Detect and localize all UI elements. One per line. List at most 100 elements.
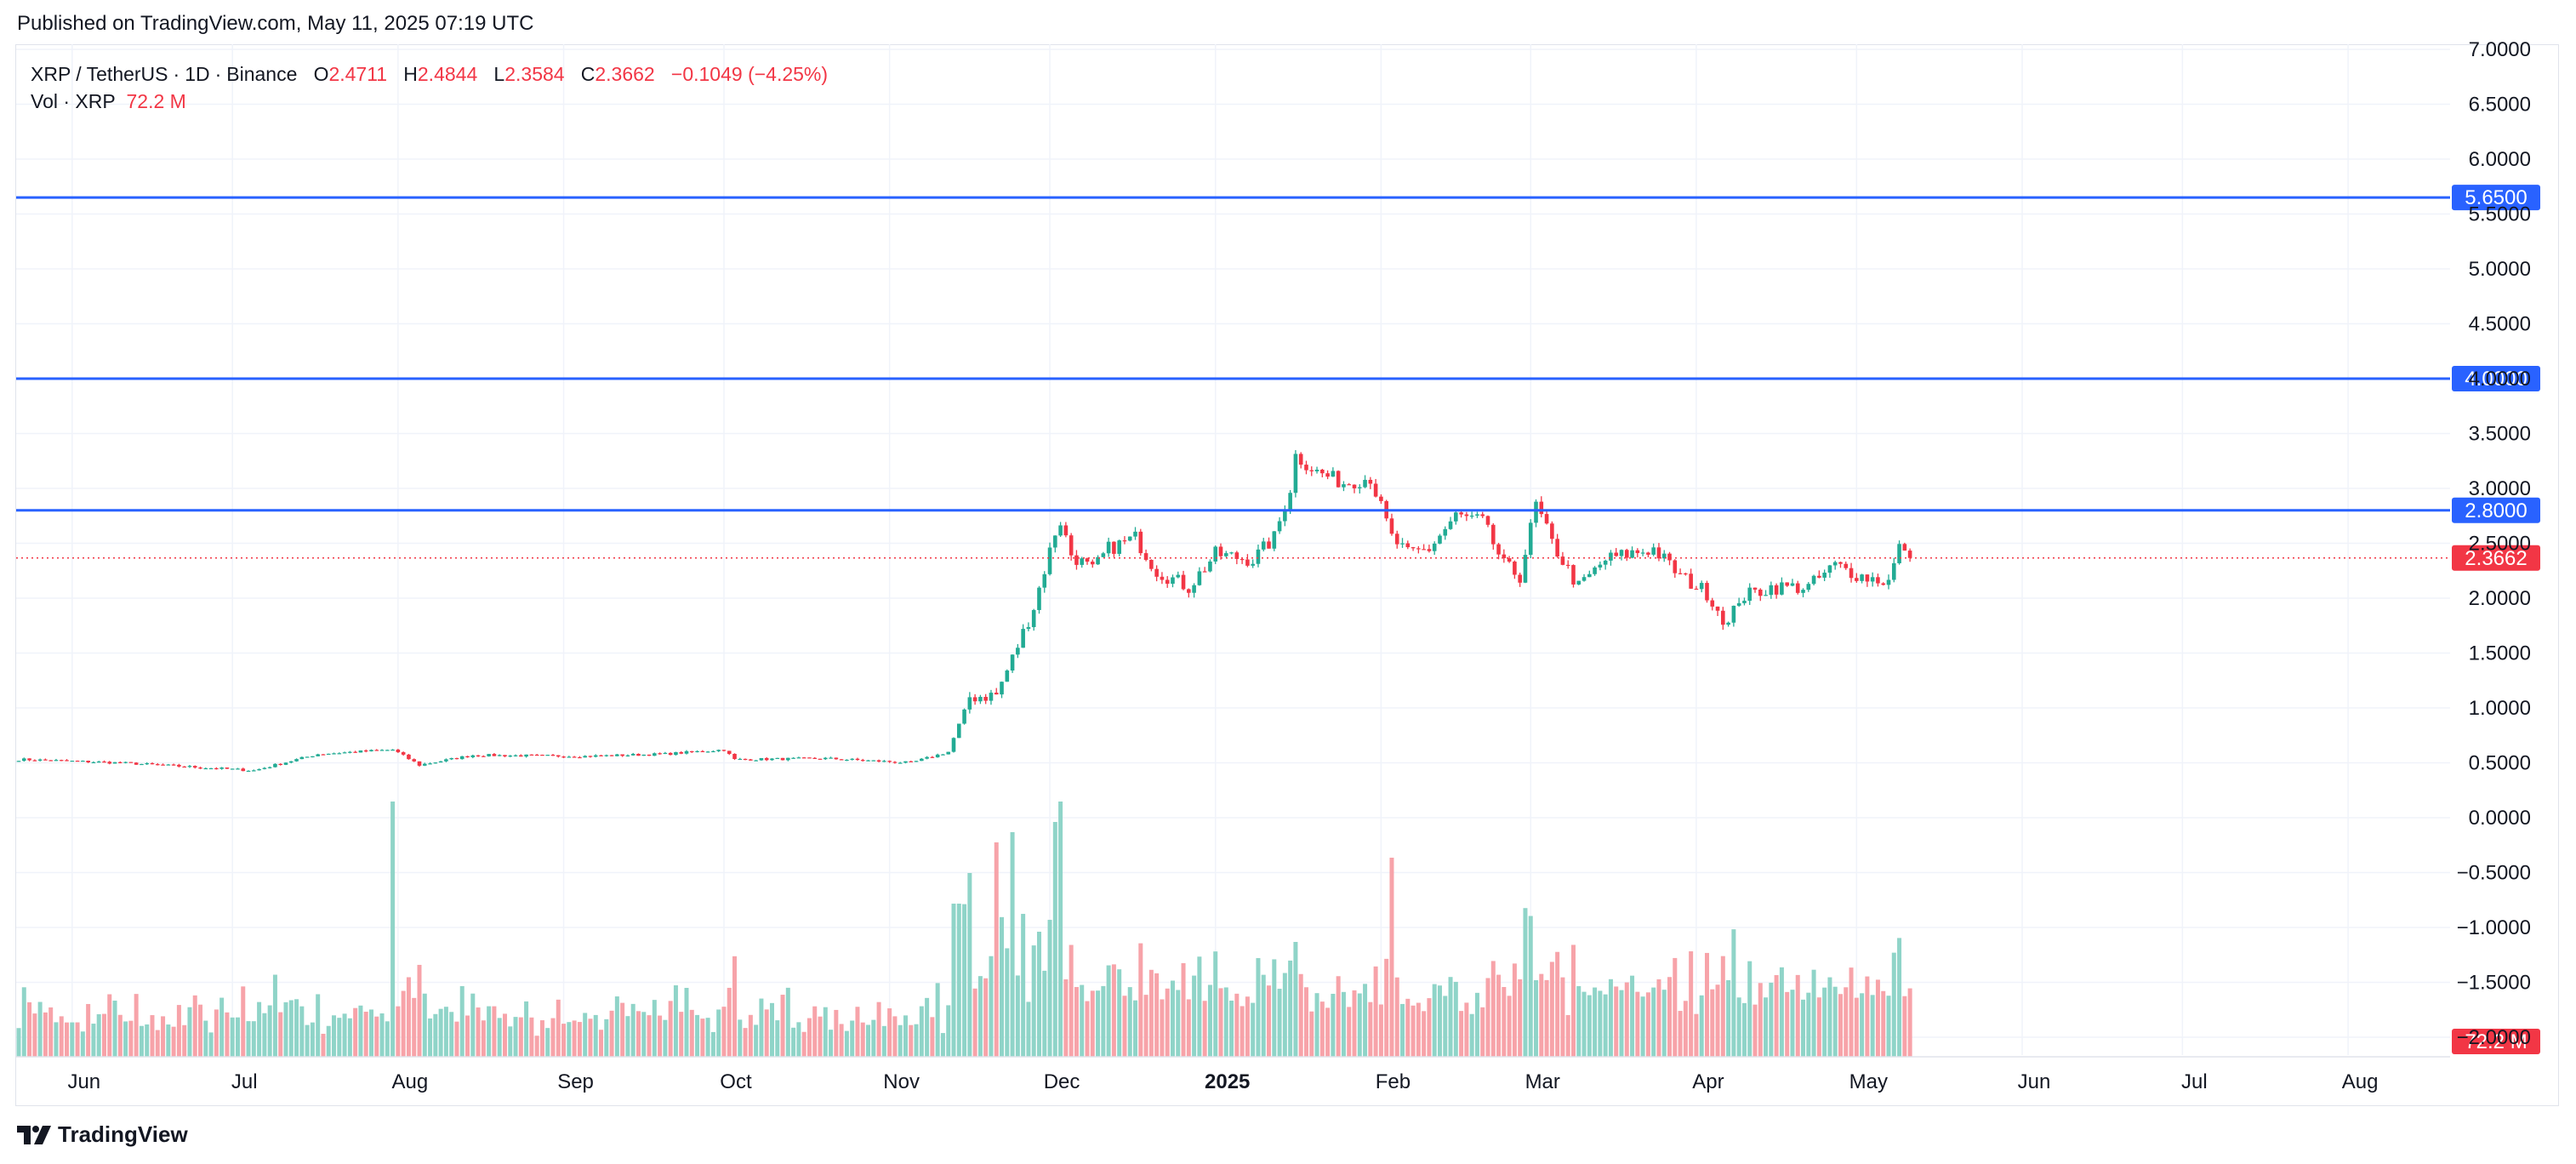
volume-bar (406, 977, 411, 1057)
volume-bar (1838, 994, 1843, 1057)
candle-body (620, 754, 624, 756)
candle-body (583, 756, 587, 758)
candle-body (647, 754, 652, 756)
volume-bar (1816, 997, 1821, 1057)
volume-bar (230, 1017, 235, 1057)
candle-body (1475, 514, 1479, 516)
candle-body (920, 758, 924, 762)
candle-body (764, 757, 769, 761)
volume-bar (956, 904, 961, 1057)
volume-bar (892, 1016, 898, 1057)
volume-bar (1170, 980, 1175, 1057)
volume-bar (1485, 978, 1490, 1057)
candle-body (267, 767, 272, 768)
candle-body (1405, 543, 1411, 548)
candle-body (1560, 556, 1565, 565)
volume-bar (251, 1021, 256, 1057)
candle-body (417, 761, 422, 766)
x-tick-label: Feb (1376, 1070, 1411, 1093)
volume-bar (155, 1030, 160, 1057)
tradingview-logo[interactable]: TradingView (17, 1121, 188, 1148)
volume-bar (1036, 932, 1041, 1057)
volume-bar (337, 1018, 342, 1057)
candle-body (1171, 577, 1175, 585)
volume-bar (422, 993, 427, 1057)
candle-body (604, 755, 609, 756)
volume-bar (1512, 963, 1517, 1057)
volume-bar (139, 1025, 144, 1057)
candle-body (663, 752, 668, 755)
candle-body (903, 761, 908, 763)
candle-body (1422, 549, 1426, 551)
volume-bar (32, 1013, 37, 1057)
candle-body (1021, 629, 1025, 648)
candle-body (1053, 535, 1057, 548)
candle-body (1705, 583, 1709, 601)
volume-bar (385, 1021, 390, 1057)
candle-body (305, 756, 310, 758)
candle-body (989, 693, 994, 701)
volume-bar (70, 1022, 75, 1057)
volume-bar (1303, 987, 1308, 1057)
volume-bar (235, 1017, 240, 1057)
volume-bar (577, 1022, 582, 1057)
candle-body (1902, 544, 1907, 551)
candle-body (236, 768, 240, 770)
volume-bar (1186, 999, 1191, 1057)
candle-body (257, 768, 261, 771)
candle-body (459, 756, 464, 760)
volume-bar (1667, 977, 1673, 1057)
volume-bar (983, 978, 989, 1057)
volume-bar (567, 1022, 572, 1057)
volume-bar (1608, 979, 1613, 1057)
candle-body (198, 767, 202, 769)
candle-body (1368, 479, 1373, 484)
volume-bar (1197, 956, 1202, 1057)
chart-frame[interactable] (15, 44, 2559, 1106)
volume-bar (1160, 999, 1165, 1057)
candle-body (1661, 553, 1667, 559)
volume-bar (443, 1007, 448, 1057)
volume-bar (1865, 976, 1870, 1057)
candle-body (54, 760, 59, 762)
volume-bar (390, 802, 396, 1057)
volume-bar (881, 1025, 886, 1057)
candle-body (609, 755, 614, 756)
volume-bar (1111, 964, 1116, 1057)
volume-bar (476, 1007, 481, 1057)
volume-bar (1849, 967, 1854, 1057)
candle-body (1031, 609, 1036, 628)
candle-body (1117, 540, 1121, 554)
volume-bar (710, 1031, 715, 1057)
volume-bar (855, 1007, 860, 1057)
candle-body (1598, 564, 1603, 568)
candle-body (1785, 582, 1789, 586)
candle-body (1347, 484, 1352, 486)
volume-bar (962, 904, 967, 1057)
candle-body (1721, 610, 1725, 625)
candle-body (1411, 547, 1416, 549)
volume-bar (288, 1000, 294, 1057)
volume-bar (1582, 991, 1587, 1057)
volume-bar (1790, 990, 1795, 1057)
candle-body (1565, 564, 1570, 567)
volume-bar (1261, 974, 1266, 1057)
volume-bar (545, 1028, 550, 1057)
legend-low-label: L (493, 63, 505, 85)
candle-body (898, 762, 903, 764)
candle-body (492, 754, 497, 756)
volume-bar (241, 986, 246, 1057)
candle-body (882, 761, 886, 762)
volume-bar (1555, 951, 1560, 1057)
candle-body (166, 764, 171, 766)
volume-bar (1860, 993, 1865, 1057)
volume-bar (225, 1012, 230, 1057)
candle-body (524, 754, 528, 757)
candle-body (1513, 562, 1517, 575)
volume-bar (465, 1015, 470, 1057)
volume-bar (27, 1001, 32, 1057)
volume-bars (16, 802, 1912, 1057)
volume-bar (1117, 969, 1122, 1057)
candle-body (636, 753, 641, 756)
